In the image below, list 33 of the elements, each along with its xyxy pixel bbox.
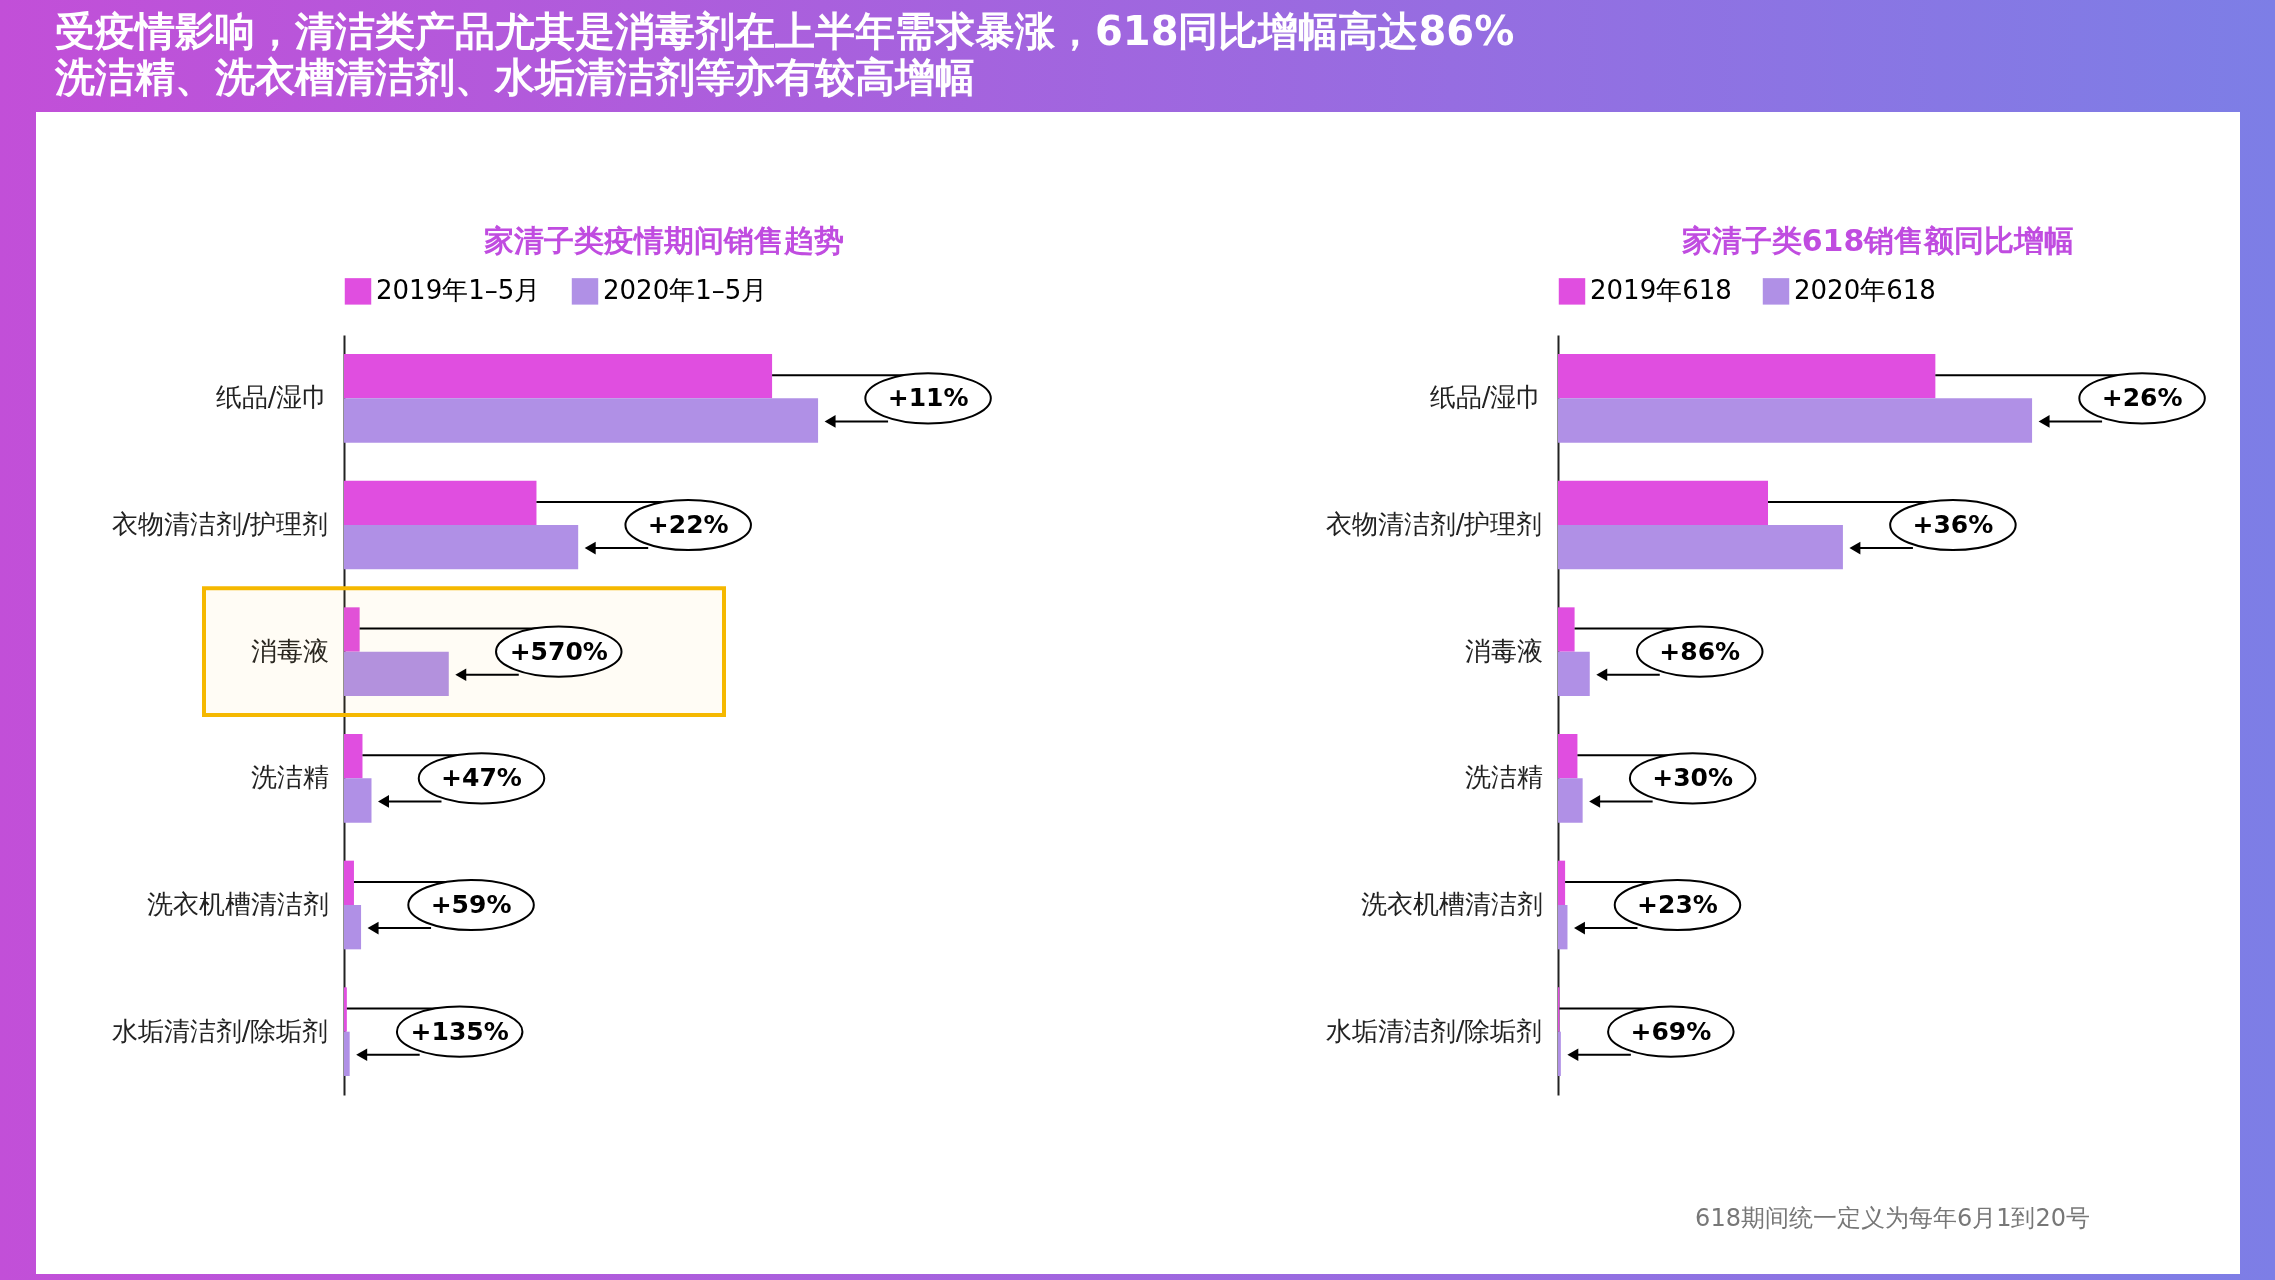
legend-label: 2019年618 xyxy=(1590,275,1732,306)
annotation: +23% xyxy=(1637,890,1718,919)
y-tick-label: 洗洁精 xyxy=(250,762,329,793)
text: 洗洁精、洗衣槽清洁剂、水垢清洁剂等亦有较高增幅 xyxy=(55,54,976,100)
y-tick-label: 衣物清洁剂/护理剂 xyxy=(1325,509,1543,539)
y-tick-label: 纸品/湿巾 xyxy=(215,382,329,413)
y-tick-label: 洗衣机槽清洁剂 xyxy=(146,889,329,919)
y-tick-label: 纸品/湿巾 xyxy=(1429,382,1543,413)
y-tick-label: 衣物清洁剂/护理剂 xyxy=(111,509,329,539)
annotation: +69% xyxy=(1630,1016,1712,1046)
annotation: +135% xyxy=(410,1016,509,1046)
text: 618期间统一定义为每年6月1到20号 xyxy=(1695,1203,2090,1234)
chart-title: 家清子类疫情期间销售趋势 xyxy=(484,223,844,258)
annotation: +36% xyxy=(1912,510,1994,539)
y-tick-label: 水垢清洁剂/除垢剂 xyxy=(111,1015,329,1046)
legend-label: 2019年1–5月 xyxy=(376,275,541,306)
annotation: +86% xyxy=(1659,636,1741,666)
legend-label: 2020年618 xyxy=(1794,275,1936,306)
y-tick-label: 消毒液 xyxy=(250,635,329,666)
y-tick-label: 洗衣机槽清洁剂 xyxy=(1360,889,1543,919)
chart-title: 家清子类618销售额同比增幅 xyxy=(1681,223,2075,258)
annotation: +11% xyxy=(887,383,969,413)
y-tick-label: 水垢清洁剂/除垢剂 xyxy=(1325,1015,1543,1046)
y-tick-label: 洗洁精 xyxy=(1464,762,1543,793)
legend-label: 2020年1–5月 xyxy=(603,275,768,306)
y-tick-label: 消毒液 xyxy=(1464,635,1543,666)
annotation: +26% xyxy=(2101,383,2183,413)
annotation: +22% xyxy=(647,510,729,539)
annotation: +47% xyxy=(441,763,522,793)
annotation: +30% xyxy=(1652,763,1734,793)
text: 受疫情影响，清洁类产品尤其是消毒剂在上半年需求暴涨，618同比增幅高达86% xyxy=(55,8,1515,54)
annotation: +59% xyxy=(430,890,512,919)
annotation: +570% xyxy=(509,636,608,666)
